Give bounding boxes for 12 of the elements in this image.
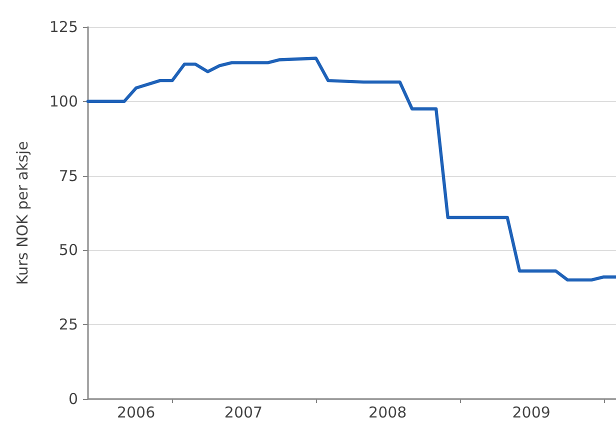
x-tick-label: 2008: [368, 404, 407, 422]
y-tick-label: 50: [58, 241, 78, 260]
x-tick-label: 2006: [116, 404, 156, 422]
y-tick-label: 0: [68, 390, 78, 408]
x-tick-label: 2007: [224, 404, 263, 422]
y-axis-title: Kurs NOK per aksje: [14, 141, 32, 285]
y-tick-label: 75: [58, 166, 78, 185]
y-tick-label: 100: [49, 92, 78, 110]
x-tick-label: 2009: [512, 404, 550, 422]
y-tick-label: 25: [58, 316, 78, 334]
line-series: [86, 56, 616, 282]
y-tick-label: 125: [49, 18, 78, 36]
